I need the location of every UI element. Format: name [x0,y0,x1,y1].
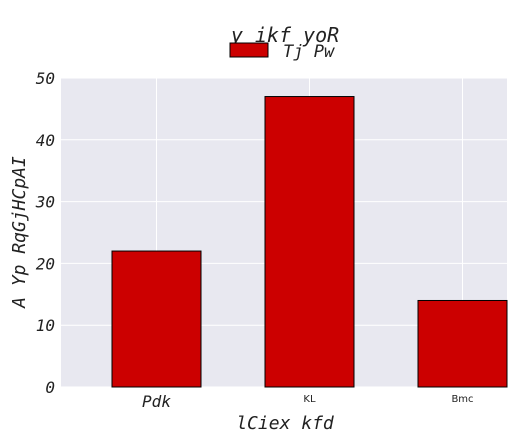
x-axis-ticks: Pdk KL Bmc [142,392,474,411]
x-tick-label: KL [303,394,316,405]
y-tick-label: 40 [36,131,55,150]
x-tick-label: Bmc [451,394,473,405]
bar-bmc [417,299,508,388]
y-tick-label: 50 [36,69,55,88]
legend: Tj Pw [229,42,335,62]
legend-label: Tj Pw [283,42,335,62]
bar-pdk [111,250,202,388]
y-tick-label: 30 [35,193,55,212]
y-axis-ticks: 0 10 20 30 40 50 [35,69,55,397]
y-tick-label: 10 [36,316,55,335]
bar-kl [264,96,355,388]
legend-swatch [229,42,269,58]
bars [111,96,508,388]
x-tick-label: Pdk [142,392,171,411]
y-tick-label: 20 [36,254,55,273]
y-axis-label: A Yp RqGjHCpAI [9,156,30,309]
x-axis-label: lCiex kfd [236,413,335,434]
y-tick-label: 0 [45,378,55,397]
